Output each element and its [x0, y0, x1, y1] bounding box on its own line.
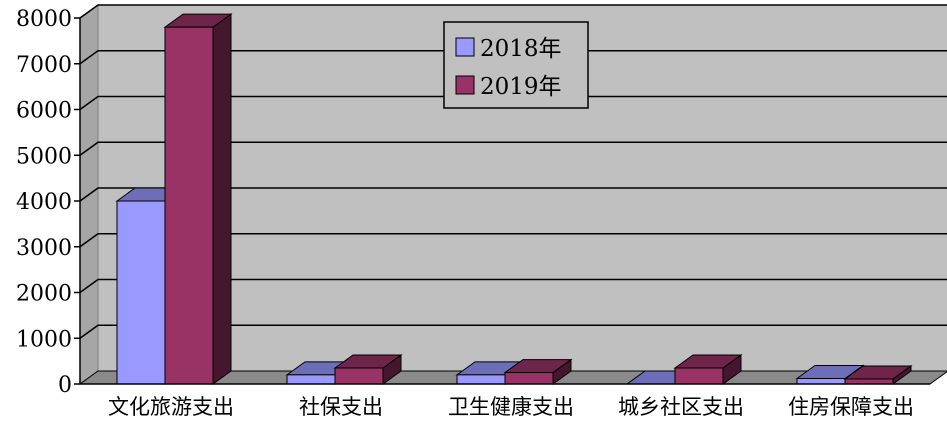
y-tick-label: 4000: [16, 190, 72, 215]
bar: [163, 13, 233, 385]
bar-front: [504, 372, 554, 385]
gridline: [79, 187, 947, 202]
gridline: [79, 324, 947, 339]
y-tick-label: 2000: [16, 282, 72, 307]
bar-front: [844, 378, 894, 385]
gridline: [79, 49, 947, 65]
bar-side: [212, 13, 232, 385]
legend-swatch: [455, 37, 475, 57]
x-axis-labels: 文化旅游支出 社保支出 卫生健康支出 城乡社区支出 住房保障支出: [108, 395, 914, 419]
bar-front: [164, 26, 214, 385]
bar: [503, 358, 573, 385]
y-tick-label: 6000: [16, 99, 72, 124]
x-category-label: 住房保障支出: [788, 395, 914, 419]
bar-front: [334, 367, 384, 385]
bar-front: [456, 374, 506, 385]
y-tick-label: 7000: [16, 53, 72, 78]
bars: [115, 13, 913, 385]
y-axis-ticks: 0 1000 2000 3000 4000 5000 6000 7000 8000: [16, 7, 930, 398]
x-category-label: 城乡社区支出: [618, 395, 744, 419]
legend-label: 2018年: [480, 36, 562, 62]
bar-front: [286, 374, 336, 385]
bar: [843, 364, 913, 385]
gridline: [79, 278, 947, 294]
gridline: [79, 95, 947, 111]
gridline: [79, 232, 947, 248]
y-tick-label: 5000: [16, 144, 72, 169]
legend-swatch: [455, 75, 475, 95]
bar-front: [796, 378, 846, 385]
legend: 2018年 2019年: [443, 21, 589, 109]
bar: [333, 354, 403, 385]
y-tick-label: 8000: [16, 7, 72, 32]
gridline: [79, 4, 947, 19]
gridlines: [79, 4, 947, 339]
legend-label: 2019年: [480, 74, 562, 100]
bar-front: [674, 367, 724, 385]
y-tick-label: 0: [58, 373, 72, 398]
x-category-label: 社保支出: [299, 395, 383, 419]
y-tick-label: 1000: [16, 327, 72, 352]
x-category-label: 卫生健康支出: [448, 395, 574, 419]
gridline: [79, 141, 947, 156]
x-category-label: 文化旅游支出: [108, 395, 234, 419]
bar-front: [116, 200, 166, 385]
y-tick-label: 3000: [16, 236, 72, 261]
